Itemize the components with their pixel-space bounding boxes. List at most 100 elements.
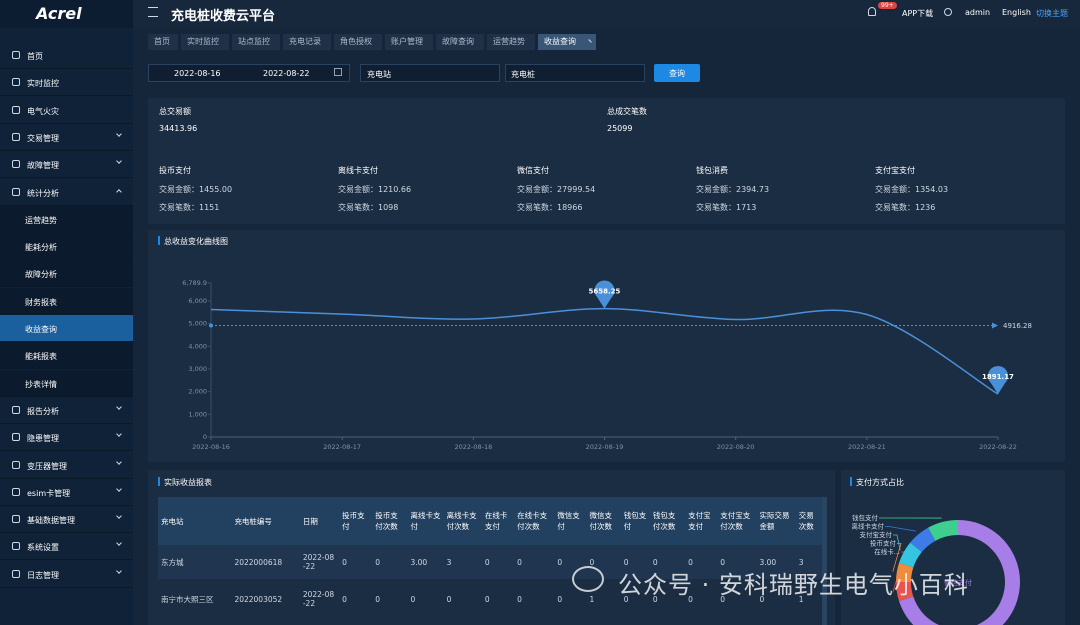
payment-amount box: 交易金额：2394.73	[696, 184, 871, 200]
language[interactable]: English	[1002, 8, 1031, 17]
table-cell: 0	[410, 594, 416, 604]
menu-item[interactable]: 能耗报表	[0, 342, 133, 370]
table-cell: 0	[688, 557, 693, 567]
menu-arrow	[116, 158, 122, 165]
menu-arrow	[116, 188, 122, 195]
table-cell: 0	[652, 594, 658, 604]
theme-switch[interactable]: 切换主题	[1036, 9, 1068, 18]
tab-label: 充电记录	[289, 37, 321, 46]
column-header: 充电站	[161, 516, 184, 526]
amount-label: 交易金额：	[696, 185, 736, 194]
menu-item[interactable]: 故障管理	[0, 151, 133, 179]
table-cell: 0	[375, 594, 381, 604]
payment-amount box: 交易金额：1210.66	[338, 184, 513, 200]
table-cell: 0	[589, 557, 595, 567]
menu-item[interactable]: 统计分析	[0, 179, 133, 206]
bell-icon[interactable]	[868, 7, 876, 16]
y-tick-label: 0	[203, 433, 207, 441]
menu-label: 实时监控	[27, 79, 59, 89]
payment-name box: 微信支付	[517, 166, 549, 175]
menu-item[interactable]: 隐患管理	[0, 424, 133, 452]
menu-item[interactable]: 系统设置	[0, 533, 133, 561]
menu-item[interactable]: 能耗分析	[0, 233, 133, 261]
menu-item[interactable]: 首页	[0, 42, 133, 69]
tab[interactable]: 实时监控	[181, 34, 229, 50]
count-value: 1098	[378, 203, 399, 212]
tab[interactable]: 收益查询	[538, 34, 596, 50]
table-cell: 2022-08-22	[302, 590, 335, 608]
menu-item[interactable]: 故障分析	[0, 260, 133, 288]
table-cell: 0	[688, 594, 693, 604]
menu-item[interactable]: 日志管理	[0, 561, 133, 588]
tab[interactable]: 账户管理	[385, 34, 433, 50]
date-range[interactable]	[148, 64, 350, 82]
menu-item[interactable]: 报告分析	[0, 397, 133, 424]
tab-label: 运营趋势	[493, 37, 525, 46]
tab-label: 首页	[154, 37, 170, 46]
column-header: 投币支付次数	[375, 511, 398, 531]
menu-arrow	[116, 485, 122, 492]
payment-count box: 交易笔数：1236	[875, 202, 1050, 218]
menu-icon	[12, 515, 20, 524]
user[interactable]: admin	[965, 8, 991, 17]
table-cell: 0	[720, 557, 726, 567]
table-row[interactable]: 南宁市大照三区 2022003052 2022-08-22 0 0 0 0 0 0 0 1 0 0 0 0 0…	[158, 579, 822, 619]
series-line	[210, 307, 999, 395]
pie-slice	[928, 520, 958, 541]
amount-value: 1210.66	[378, 185, 412, 194]
pie-slice	[899, 520, 1021, 625]
menu-item[interactable]: 收益查询	[0, 315, 133, 342]
pie-label: 微信支付	[944, 578, 972, 587]
tab[interactable]: 充电记录	[283, 34, 331, 50]
table-cell: 0	[342, 594, 347, 604]
station-select[interactable]	[360, 64, 500, 82]
amount-value: 27999.54	[557, 185, 596, 194]
x-tick-label: 2022-08-19	[586, 443, 624, 451]
table-title: 实际收益报表	[164, 478, 212, 487]
chart-title: 总收益变化曲线图	[164, 237, 228, 246]
amount-value: 1354.03	[915, 185, 949, 194]
menu-label: 变压器管理	[27, 461, 67, 471]
menu-item[interactable]: 运营趋势	[0, 205, 133, 233]
tab-close[interactable]	[586, 39, 592, 45]
menu-item[interactable]: 基础数据管理	[0, 506, 133, 534]
menu-item[interactable]: 电气火灾	[0, 97, 133, 124]
menu-item[interactable]: 抄表详情	[0, 369, 133, 397]
menu-label: 首页	[27, 52, 43, 61]
tab[interactable]: 站点监控	[232, 34, 280, 50]
tab[interactable]: 首页	[148, 34, 178, 50]
help-icon[interactable]	[944, 8, 952, 16]
table-cell: 0	[720, 594, 726, 604]
pie-label: 离线卡支付	[852, 522, 885, 531]
menu-label: 统计分析	[27, 188, 59, 198]
mark-label: 5658.25	[589, 288, 621, 296]
table-cell: 0	[342, 557, 347, 567]
menu-item[interactable]: esim卡管理	[0, 479, 133, 506]
menu-icon[interactable]	[148, 7, 158, 17]
payment-amount box: 交易金额：1354.03	[875, 184, 1050, 200]
menu-icon	[12, 78, 20, 87]
pie-slice	[896, 582, 914, 602]
table-row[interactable]: 东方城 2022000618 2022-08-22 0 0 3.00 3 0 0 0 0 0 0 0 0 3.…	[158, 545, 822, 579]
menu-arrow	[116, 131, 122, 137]
table-cell: 0	[446, 594, 452, 604]
mark-label: 1891.17	[982, 373, 1014, 381]
menu-item[interactable]: 财务报表	[0, 287, 133, 315]
x-tick-label: 2022-08-22	[979, 443, 1017, 451]
count-value: 1151	[199, 203, 220, 212]
app-download[interactable]: APP下载	[902, 9, 934, 18]
amount-value: 2394.73	[736, 185, 770, 194]
tab[interactable]: 角色授权	[334, 34, 382, 50]
tab[interactable]: 运营趋势	[487, 34, 535, 50]
search-button[interactable]: 查询	[654, 64, 700, 82]
menu-item[interactable]: 实时监控	[0, 69, 133, 97]
menu-icon	[12, 160, 20, 169]
pile-select[interactable]	[505, 64, 645, 82]
menu-item[interactable]: 交易管理	[0, 124, 133, 151]
table-cell: 0	[759, 594, 765, 604]
menu-item[interactable]: 变压器管理	[0, 452, 133, 479]
menu-icon	[12, 460, 20, 469]
tab[interactable]: 故障查询	[436, 34, 484, 50]
